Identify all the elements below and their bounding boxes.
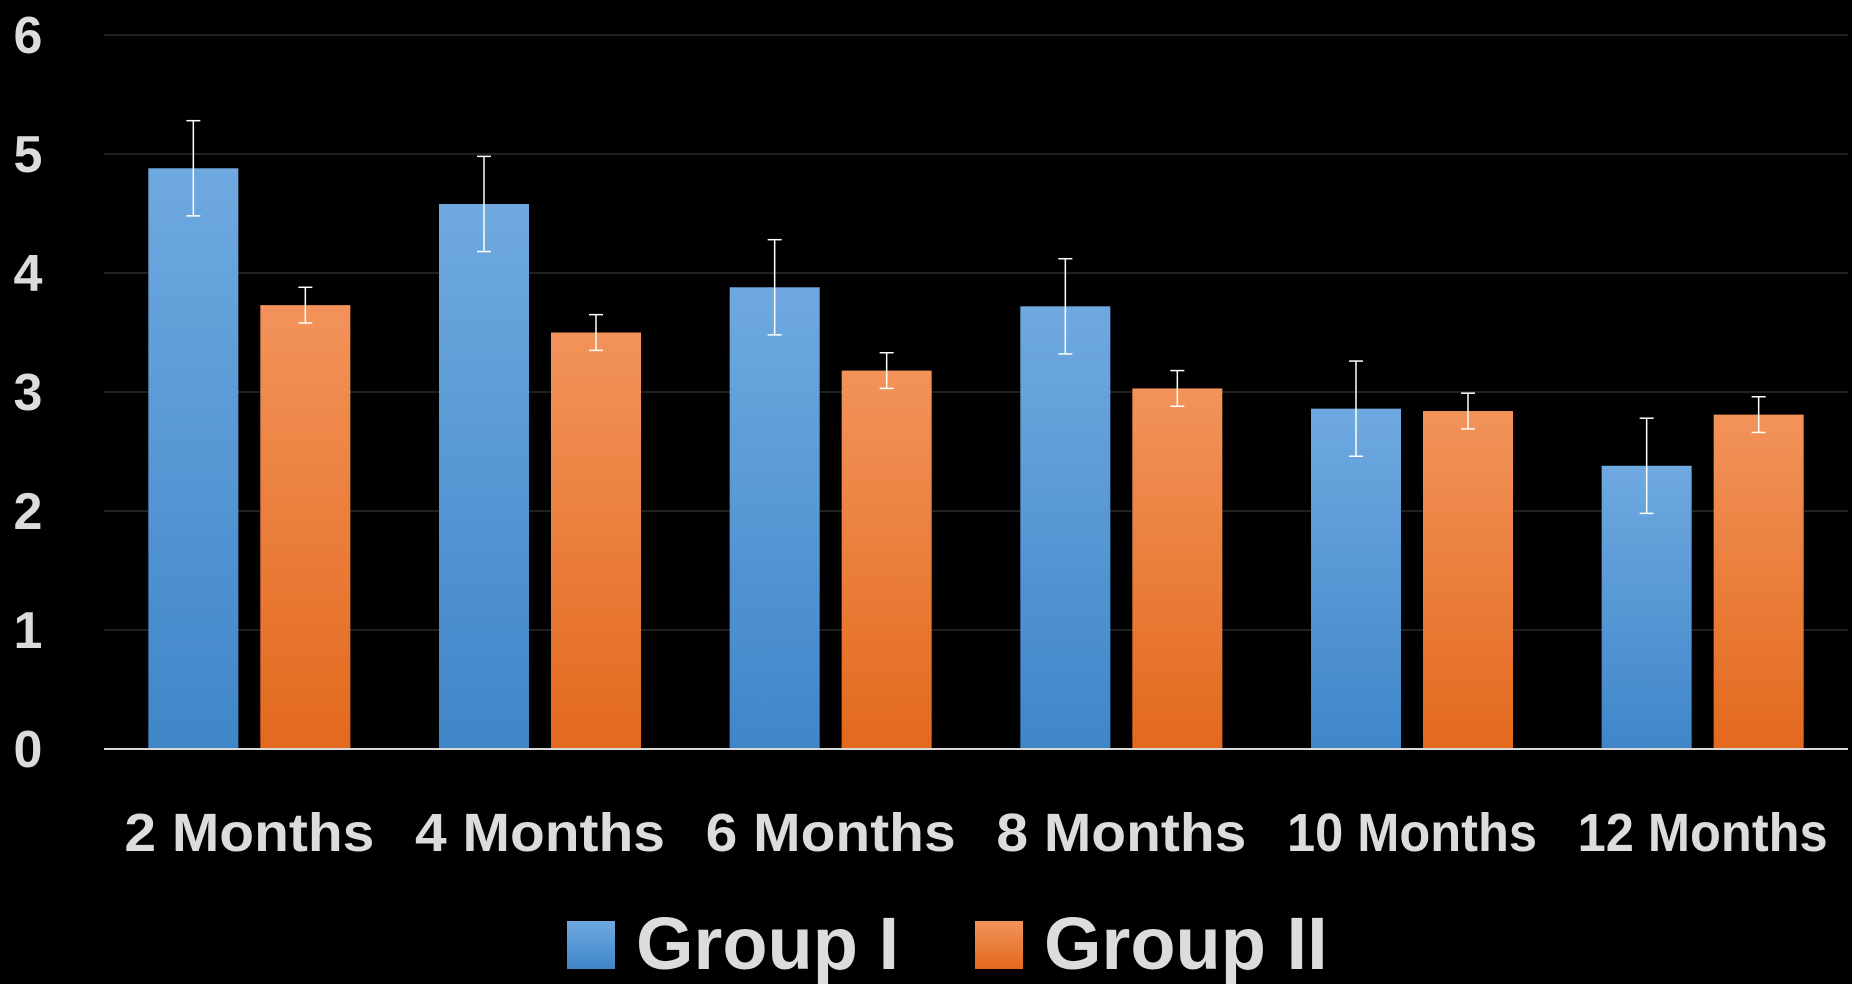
- legend-label: Group I: [636, 902, 899, 984]
- error-bar: [477, 155, 491, 253]
- bar-group-i: [148, 168, 239, 749]
- x-tick-label: 6 Months: [706, 803, 956, 863]
- error-bar: [186, 119, 201, 217]
- x-axis-labels: 2 Months 4 Months 6 Months 8 Months 10 Month…: [124, 803, 1827, 863]
- x-tick-label: 12 Months: [1578, 803, 1828, 863]
- y-tick-label: 1: [14, 602, 43, 660]
- y-tick-label: 4: [14, 245, 43, 303]
- error-bar: [1639, 417, 1654, 515]
- bar-group-ii: [551, 332, 641, 749]
- y-tick-label: 3: [14, 364, 43, 422]
- error-bar: [879, 351, 894, 390]
- legend-swatch: [567, 921, 615, 969]
- bars: [148, 168, 1804, 750]
- legend-label: Group II: [1044, 902, 1328, 984]
- bar-group-ii: [1713, 414, 1804, 749]
- bar-group-ii: [841, 370, 932, 749]
- error-bar: [589, 313, 603, 352]
- bar-group-i: [729, 287, 820, 749]
- error-bar: [298, 286, 313, 324]
- bar-group-i: [1020, 306, 1111, 749]
- legend-item: Group I: [567, 902, 899, 984]
- x-tick-label: 8 Months: [996, 803, 1246, 863]
- error-bar: [1461, 392, 1475, 430]
- bar-group-i: [439, 203, 529, 750]
- legend-swatch: [975, 921, 1023, 969]
- bar-group-ii: [1423, 411, 1513, 749]
- bar-group-i: [1311, 408, 1401, 749]
- legend: Group I Group II: [567, 902, 1328, 984]
- bar-group-ii: [1132, 388, 1223, 749]
- x-tick-label: 2 Months: [124, 803, 374, 863]
- bar-group-ii: [260, 305, 351, 749]
- legend-item: Group II: [975, 902, 1328, 984]
- y-tick-label: 0: [14, 721, 43, 779]
- x-tick-label: 10 Months: [1287, 803, 1537, 863]
- x-tick-label: 4 Months: [415, 803, 665, 863]
- gridlines: [104, 34, 1848, 631]
- error-bar: [767, 238, 782, 336]
- error-bar: [1058, 257, 1073, 355]
- error-bars: [186, 119, 1766, 515]
- y-tick-label: 6: [14, 7, 43, 65]
- y-axis-ticks: 0 1 2 3 4 5 6: [14, 7, 43, 779]
- y-tick-label: 2: [14, 483, 43, 541]
- error-bar: [1751, 396, 1766, 434]
- error-bar: [1170, 369, 1185, 408]
- error-bar: [1349, 360, 1363, 458]
- y-tick-label: 5: [14, 126, 43, 184]
